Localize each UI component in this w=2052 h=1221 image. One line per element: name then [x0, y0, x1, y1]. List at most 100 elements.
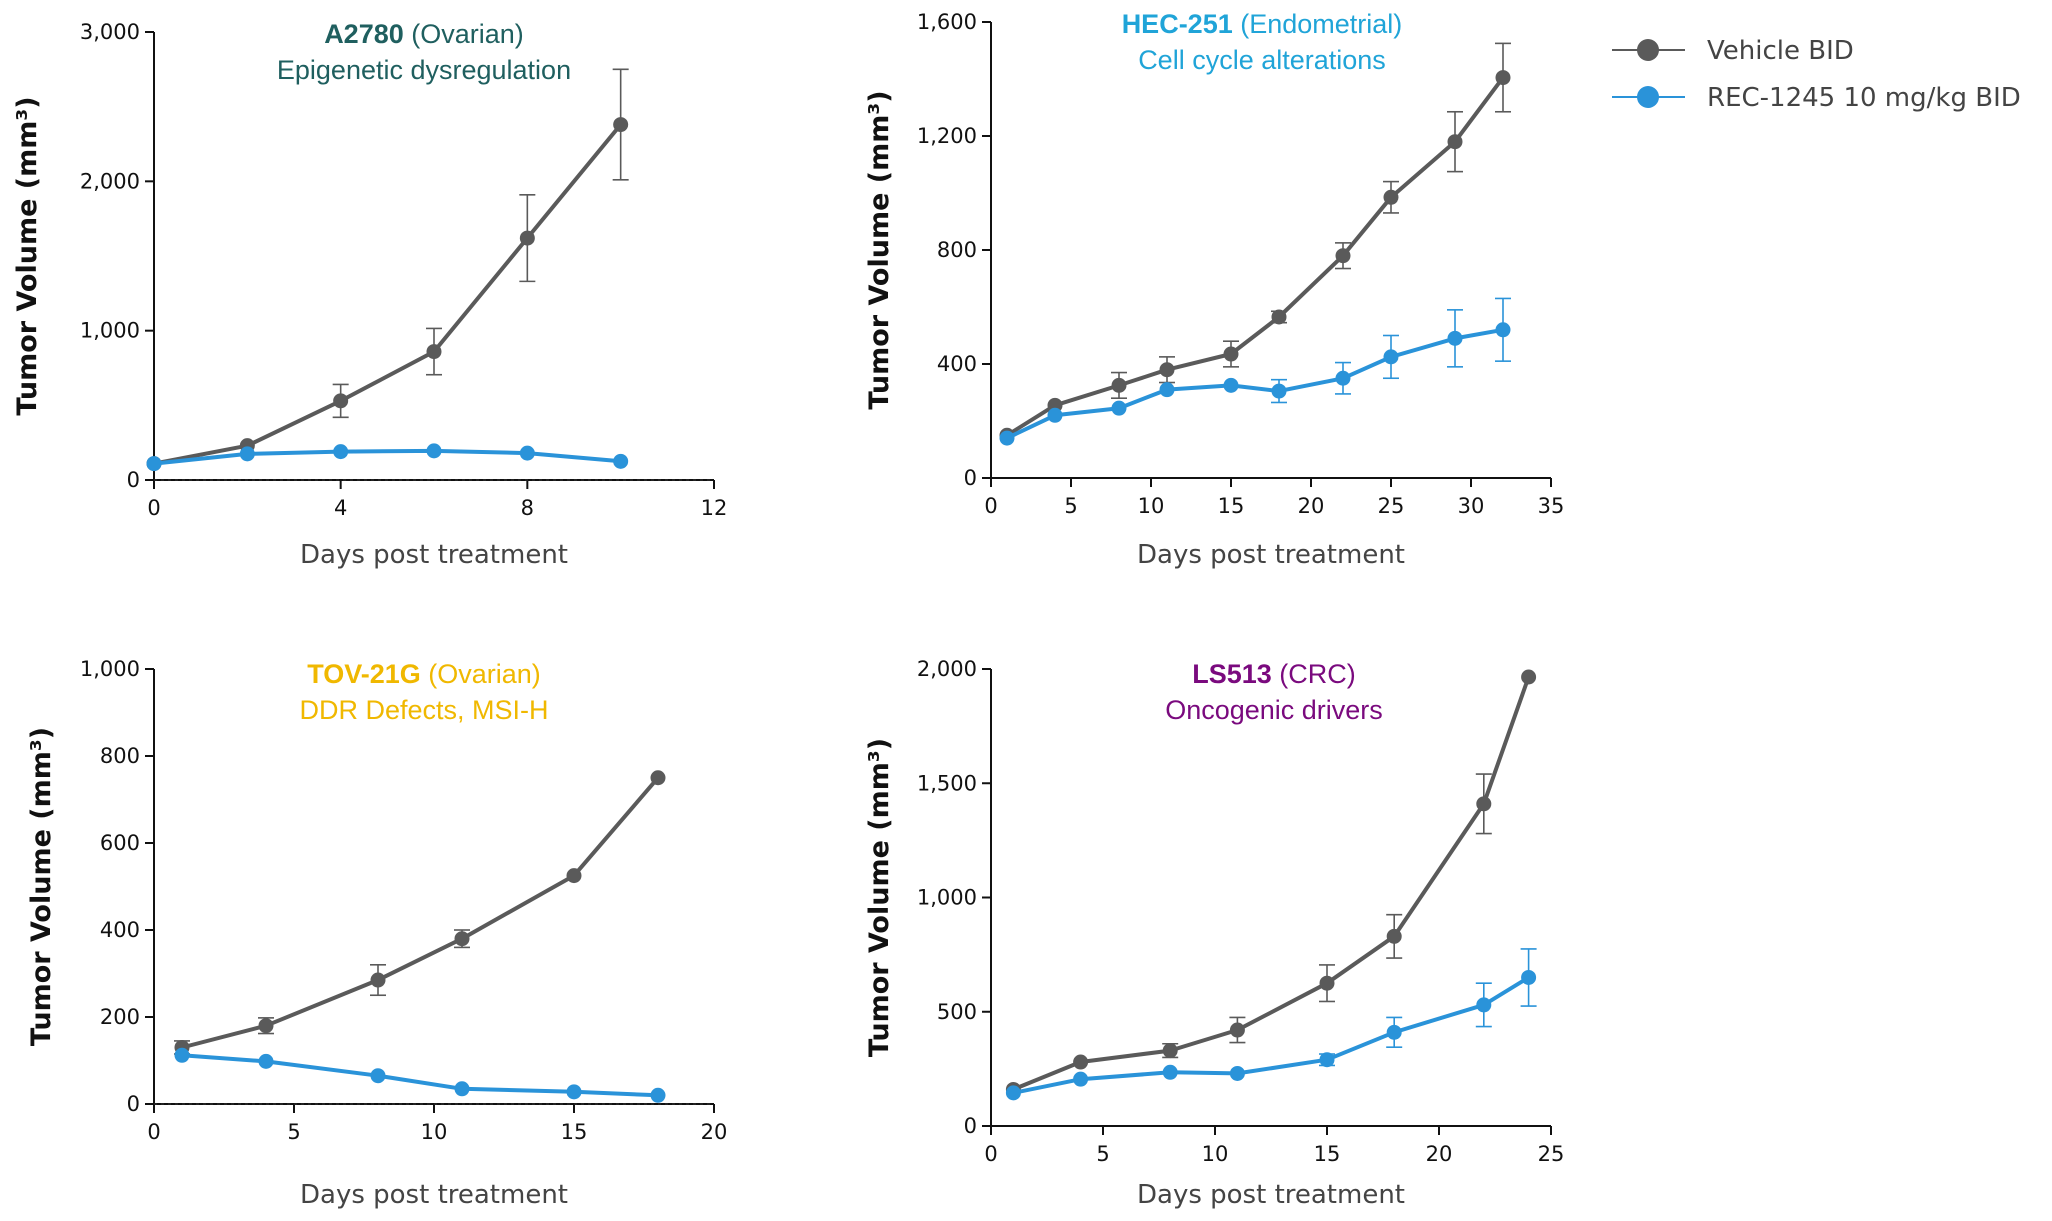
series-vehicle [146, 68, 629, 472]
x-tick-label: 15 [1218, 494, 1245, 518]
x-axis-title: Days post treatment [300, 540, 568, 570]
x-tick-label: 15 [1314, 1142, 1341, 1166]
x-axis-title: Days post treatment [300, 1180, 568, 1210]
legend-vehicle-label: Vehicle BID [1707, 36, 1854, 66]
y-tick-label: 400 [937, 352, 977, 376]
panel-title-rest: (Ovarian) [421, 659, 541, 689]
data-point-vehicle [1447, 134, 1463, 150]
series-line-vehicle [1012, 676, 1531, 1092]
series-rec [999, 297, 1511, 446]
x-tick-label: 0 [147, 496, 160, 520]
series-vehicle [1005, 669, 1537, 1097]
data-point-rec [258, 1053, 274, 1069]
y-tick-label: 800 [937, 238, 977, 262]
data-point-rec [1005, 1085, 1021, 1101]
data-point-vehicle [370, 972, 386, 988]
series-line-vehicle [153, 123, 623, 466]
data-point-vehicle [1162, 1043, 1178, 1059]
panel-title-rest: (Endometrial) [1233, 9, 1403, 39]
panel-title: LS513 (CRC) [1192, 659, 1356, 689]
panel-title-bold: TOV-21G [307, 659, 421, 689]
data-point-vehicle [426, 344, 442, 360]
data-point-rec [1476, 997, 1492, 1013]
chart-panels: 0 1,000 2,000 3,000 0 4 8 12 Days post treatment… [12, 9, 1564, 1210]
x-tick-label: 35 [1538, 494, 1565, 518]
data-point-rec [1047, 407, 1063, 423]
x-tick-label: 20 [1298, 494, 1325, 518]
series-vehicle [999, 42, 1511, 443]
panel-title-rest: (CRC) [1272, 659, 1356, 689]
y-tick-label: 1,000 [80, 319, 140, 343]
y-axis-title: Tumor Volume (mm³) [864, 90, 895, 409]
data-point-vehicle [1223, 346, 1239, 362]
y-tick-label: 0 [964, 466, 977, 490]
data-point-rec [999, 430, 1015, 446]
y-tick-label: 800 [100, 744, 140, 768]
chart-panel-2: 0 400 800 1,200 1,600 0 5 10 15 20 25 30 35 Days post… [864, 9, 1564, 570]
y-tick-label: 1,200 [917, 124, 977, 148]
data-point-vehicle [1229, 1022, 1245, 1038]
y-tick-label: 0 [127, 1092, 140, 1116]
data-point-rec [370, 1068, 386, 1084]
data-point-vehicle [258, 1018, 274, 1034]
data-point-rec [1386, 1024, 1402, 1040]
x-tick-label: 0 [984, 494, 997, 518]
y-tick-label: 1,000 [917, 886, 977, 910]
series-rec [146, 443, 629, 472]
x-tick-label: 10 [421, 1120, 448, 1144]
data-point-rec [454, 1081, 470, 1097]
x-axis-title: Days post treatment [1137, 1180, 1405, 1210]
x-tick-label: 0 [984, 1142, 997, 1166]
x-tick-label: 12 [701, 496, 728, 520]
x-tick-label: 5 [1096, 1142, 1109, 1166]
data-point-rec [1229, 1065, 1245, 1081]
data-point-rec [1162, 1064, 1178, 1080]
data-point-vehicle [613, 117, 629, 133]
data-point-rec [1319, 1052, 1335, 1068]
data-point-rec [1111, 400, 1127, 416]
data-point-vehicle [1319, 975, 1335, 991]
panel-subtitle: Cell cycle alterations [1138, 45, 1386, 75]
data-point-rec [613, 453, 629, 469]
panel-title: A2780 (Ovarian) [324, 19, 524, 49]
y-tick-label: 2,000 [80, 169, 140, 193]
data-point-rec [1159, 382, 1175, 398]
x-tick-label: 0 [147, 1120, 160, 1144]
y-axis-title: Tumor Volume (mm³) [26, 727, 57, 1046]
x-tick-label: 25 [1538, 1142, 1565, 1166]
x-tick-label: 15 [561, 1120, 588, 1144]
chart-panel-4: 0 500 1,000 1,500 2,000 0 5 10 15 20 25 Days post t… [864, 657, 1564, 1210]
data-point-rec [1223, 377, 1239, 393]
legend-rec-label: REC-1245 10 mg/kg BID [1707, 83, 2021, 113]
data-point-rec [239, 446, 255, 462]
data-point-rec [426, 443, 442, 459]
x-tick-label: 4 [334, 496, 347, 520]
data-point-rec [174, 1047, 190, 1063]
chart-panel-3: 0 200 400 600 800 1,000 0 5 10 15 20 Days post trea… [26, 657, 727, 1210]
series-line-rec [153, 448, 621, 466]
y-tick-label: 500 [937, 1000, 977, 1024]
panel-subtitle: Epigenetic dysregulation [277, 55, 571, 85]
data-point-vehicle [1383, 189, 1399, 205]
data-point-vehicle [333, 393, 349, 409]
data-point-vehicle [1521, 669, 1537, 685]
x-tick-label: 30 [1458, 494, 1485, 518]
panel-title: HEC-251 (Endometrial) [1122, 9, 1403, 39]
series-rec [174, 1047, 666, 1103]
data-point-rec [1495, 322, 1511, 338]
x-axis-title: Days post treatment [1137, 540, 1405, 570]
legend: Vehicle BID REC-1245 10 mg/kg BID [1612, 36, 2021, 113]
data-point-vehicle [1476, 796, 1492, 812]
panel-title-bold: LS513 [1192, 659, 1272, 689]
chart-panel-1: 0 1,000 2,000 3,000 0 4 8 12 Days post treatment… [12, 19, 727, 570]
panel-title: TOV-21G (Ovarian) [307, 659, 541, 689]
data-point-rec [1271, 383, 1287, 399]
data-point-vehicle [454, 931, 470, 947]
series-rec [1005, 948, 1537, 1101]
legend-rec-marker [1637, 86, 1659, 108]
data-point-vehicle [1386, 928, 1402, 944]
panel-title-bold: HEC-251 [1122, 9, 1233, 39]
series-line-vehicle [181, 776, 660, 1050]
y-tick-label: 2,000 [917, 657, 977, 681]
